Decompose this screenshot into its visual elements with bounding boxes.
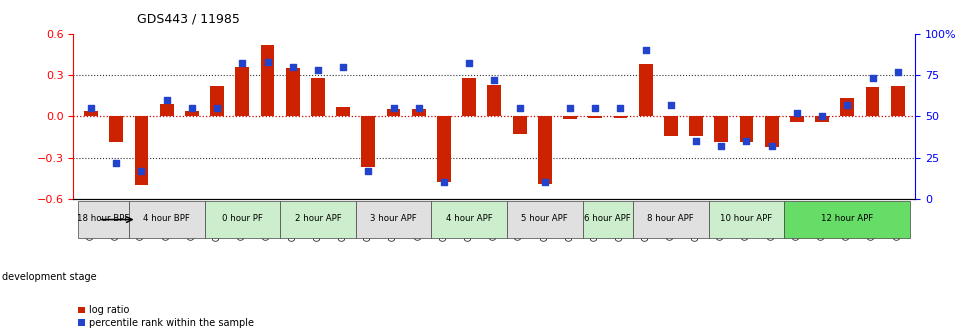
Point — [662, 102, 678, 108]
Point — [385, 105, 401, 111]
Point — [511, 105, 527, 111]
Point — [612, 105, 628, 111]
Bar — [204, 201, 280, 238]
Legend: log ratio, percentile rank within the sample: log ratio, percentile rank within the sa… — [78, 305, 253, 328]
Text: 5 hour APF: 5 hour APF — [521, 214, 567, 223]
Point — [536, 180, 552, 185]
Bar — [633, 201, 708, 238]
Bar — [865, 87, 878, 116]
Bar — [507, 201, 582, 238]
Point — [411, 105, 426, 111]
Point — [889, 69, 905, 74]
Bar — [537, 116, 552, 184]
Point — [864, 76, 879, 81]
Bar — [689, 116, 702, 135]
Point — [713, 143, 729, 149]
Text: 2 hour APF: 2 hour APF — [294, 214, 341, 223]
Point — [134, 168, 150, 173]
Bar — [783, 201, 910, 238]
Bar — [129, 201, 204, 238]
Point — [259, 59, 275, 65]
Point — [587, 105, 602, 111]
Point — [335, 64, 351, 69]
Bar — [280, 201, 355, 238]
Point — [737, 138, 753, 144]
Bar — [638, 64, 652, 116]
Point — [158, 97, 174, 102]
Point — [461, 61, 476, 66]
Point — [838, 102, 854, 108]
Bar — [355, 201, 431, 238]
Bar — [815, 116, 828, 122]
Text: 18 hour BPF: 18 hour BPF — [77, 214, 130, 223]
Point — [109, 160, 124, 165]
Bar — [210, 86, 224, 116]
Bar — [134, 116, 149, 185]
Text: 3 hour APF: 3 hour APF — [370, 214, 417, 223]
Bar — [738, 116, 753, 142]
Text: 0 hour PF: 0 hour PF — [222, 214, 262, 223]
Bar — [185, 111, 199, 116]
Bar — [412, 109, 425, 116]
Bar — [613, 116, 627, 118]
Bar — [431, 201, 507, 238]
Point — [436, 180, 452, 185]
Bar — [311, 78, 325, 116]
Bar — [462, 78, 475, 116]
Point — [209, 105, 225, 111]
Text: 10 hour APF: 10 hour APF — [720, 214, 772, 223]
Point — [788, 110, 804, 116]
Point — [486, 77, 502, 83]
Point — [83, 105, 99, 111]
Point — [184, 105, 200, 111]
Bar — [260, 45, 274, 116]
Bar — [335, 107, 350, 116]
Bar — [436, 116, 451, 182]
Point — [360, 168, 376, 173]
Bar — [582, 201, 633, 238]
Text: 4 hour APF: 4 hour APF — [445, 214, 492, 223]
Bar — [764, 116, 778, 146]
Text: development stage: development stage — [2, 272, 97, 282]
Bar — [588, 116, 601, 118]
Point — [285, 64, 300, 69]
Bar — [789, 116, 803, 122]
Bar — [663, 116, 677, 135]
Point — [814, 114, 829, 119]
Point — [688, 138, 703, 144]
Bar — [714, 116, 728, 142]
Point — [235, 61, 250, 66]
Bar — [487, 85, 501, 116]
Bar — [839, 98, 854, 116]
Text: 6 hour APF: 6 hour APF — [584, 214, 631, 223]
Point — [637, 47, 652, 53]
Bar — [84, 111, 98, 116]
Text: 12 hour APF: 12 hour APF — [821, 214, 872, 223]
Text: GDS443 / 11985: GDS443 / 11985 — [137, 12, 240, 25]
Bar — [286, 68, 299, 116]
Bar — [110, 116, 123, 142]
Bar — [78, 201, 129, 238]
Bar — [386, 109, 400, 116]
Bar — [708, 201, 783, 238]
Bar — [235, 67, 249, 116]
Text: 4 hour BPF: 4 hour BPF — [143, 214, 190, 223]
Text: 8 hour APF: 8 hour APF — [646, 214, 693, 223]
Bar — [562, 116, 576, 119]
Bar — [159, 104, 173, 116]
Point — [763, 143, 778, 149]
Bar — [361, 116, 375, 167]
Bar — [890, 86, 904, 116]
Bar — [512, 116, 526, 134]
Point — [310, 67, 326, 73]
Point — [561, 105, 577, 111]
